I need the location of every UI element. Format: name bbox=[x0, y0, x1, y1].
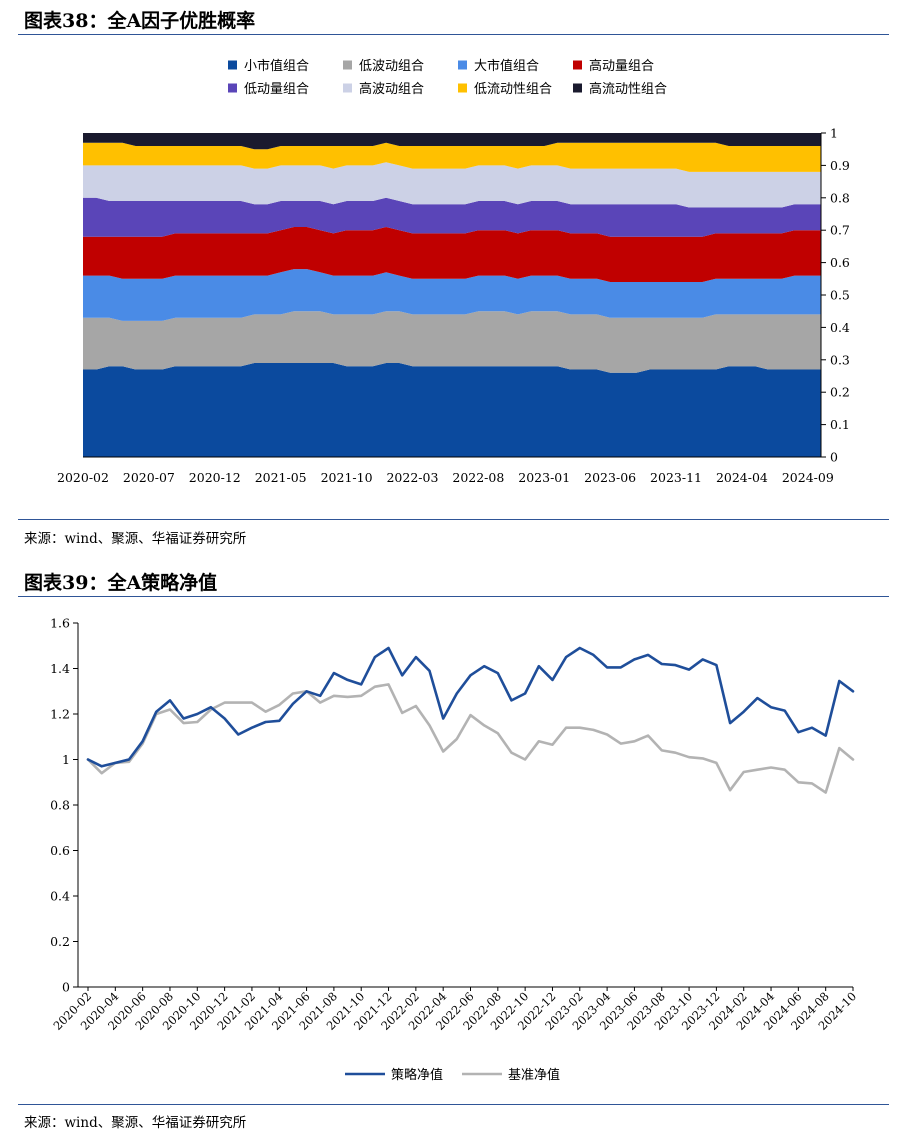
y-tick-label-6: 1.2 bbox=[50, 707, 70, 722]
y-tick-label-5: 1 bbox=[62, 752, 70, 767]
area-6 bbox=[83, 142, 821, 172]
legend-label-0: 策略净值 bbox=[391, 1067, 443, 1083]
x-tick-label-3: 2021-05 bbox=[255, 470, 307, 485]
y-tick-label-5: 0.5 bbox=[830, 288, 850, 303]
legend-label-2: 大市值组合 bbox=[474, 58, 539, 74]
y-tick-label-2: 0.2 bbox=[830, 385, 850, 400]
legend-swatch-7 bbox=[573, 83, 582, 93]
x-tick-label-8: 2023-06 bbox=[584, 470, 636, 485]
y-tick-label-8: 1.6 bbox=[50, 616, 70, 631]
legend-label-5: 高波动组合 bbox=[359, 81, 424, 97]
source-rule bbox=[18, 1104, 889, 1105]
x-tick-label-0: 2020-02 bbox=[57, 470, 109, 485]
title-rule bbox=[18, 34, 889, 35]
legend-label-7: 高流动性组合 bbox=[589, 81, 667, 97]
y-tick-label-10: 1 bbox=[830, 126, 838, 141]
y-tick-label-1: 0.1 bbox=[830, 417, 850, 432]
y-tick-label-3: 0.3 bbox=[830, 352, 850, 367]
legend-label-1: 低波动组合 bbox=[359, 59, 424, 74]
series-line-0 bbox=[86, 646, 855, 768]
y-tick-label-4: 0.4 bbox=[830, 320, 850, 335]
series-line-1 bbox=[86, 683, 855, 794]
figure-39-source: 来源：wind、聚源、华福证券研究所 bbox=[24, 1115, 247, 1131]
x-tick-label-10: 2024-04 bbox=[716, 470, 768, 485]
area-4 bbox=[83, 197, 821, 237]
legend-swatch-5 bbox=[343, 83, 352, 93]
area-2 bbox=[83, 269, 821, 321]
x-tick-label-9: 2023-11 bbox=[650, 470, 702, 485]
area-5 bbox=[83, 162, 821, 208]
area-7 bbox=[83, 133, 821, 150]
figure-39-title: 图表39：全A策略净值 bbox=[24, 572, 218, 594]
legend: 策略净值 基准净值 bbox=[345, 1067, 560, 1083]
legend-swatch-3 bbox=[573, 60, 582, 70]
legend-label-6: 低流动性组合 bbox=[474, 82, 552, 97]
y-tick-label-0: 0 bbox=[830, 450, 838, 465]
x-tick-label-7: 2023-01 bbox=[518, 470, 570, 485]
y-tick-label-1: 0.2 bbox=[50, 934, 70, 949]
figure-38-source: 来源：wind、聚源、华福证券研究所 bbox=[24, 531, 247, 547]
y-tick-label-8: 0.8 bbox=[830, 190, 850, 205]
x-tick-label-1: 2020-07 bbox=[123, 470, 175, 485]
title-rule bbox=[18, 596, 889, 597]
figure-38-title: 图表38：全A因子优胜概率 bbox=[24, 10, 256, 32]
x-tick-label-4: 2021-10 bbox=[321, 470, 373, 485]
y-tick-label-7: 0.7 bbox=[830, 223, 850, 238]
area-3 bbox=[83, 227, 821, 282]
legend-swatch-4 bbox=[228, 83, 237, 93]
y-tick-label-4: 0.8 bbox=[50, 798, 70, 813]
legend-swatch-2 bbox=[458, 60, 467, 70]
legend-label-0: 小市值组合 bbox=[244, 58, 309, 74]
y-tick-label-9: 0.9 bbox=[830, 158, 850, 173]
legend-swatch-6 bbox=[458, 83, 467, 93]
y-tick-label-7: 1.4 bbox=[50, 661, 70, 676]
y-tick-label-6: 0.6 bbox=[830, 255, 850, 270]
x-tick-label-6: 2022-08 bbox=[452, 470, 504, 485]
area-0 bbox=[83, 363, 821, 457]
x-tick-label-5: 2022-03 bbox=[386, 470, 438, 485]
x-tick-label-2: 2020-12 bbox=[189, 470, 241, 485]
y-tick-label-2: 0.4 bbox=[50, 889, 70, 904]
x-tick-label-11: 2024-09 bbox=[782, 470, 834, 485]
legend-label-4: 低动量组合 bbox=[244, 82, 309, 97]
y-tick-label-3: 0.6 bbox=[50, 843, 70, 858]
area-1 bbox=[83, 311, 821, 373]
y-tick-label-0: 0 bbox=[62, 980, 70, 995]
source-rule bbox=[18, 519, 889, 520]
legend-label-3: 高动量组合 bbox=[589, 58, 654, 74]
legend-swatch-1 bbox=[343, 60, 352, 70]
legend-label-1: 基准净值 bbox=[508, 1067, 560, 1083]
legend-swatch-0 bbox=[228, 60, 237, 70]
